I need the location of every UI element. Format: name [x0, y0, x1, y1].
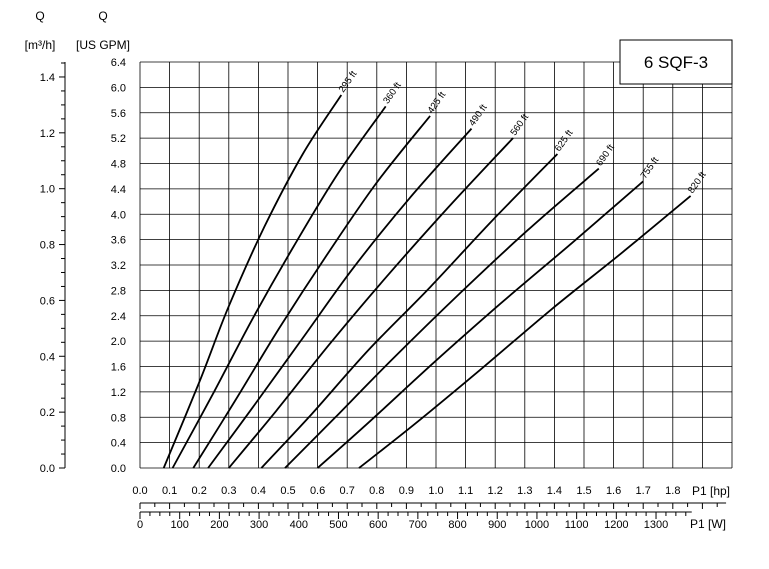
x-secondary-tick-label: 600 [369, 519, 387, 531]
x-secondary-axis-title: P1 [W] [690, 517, 726, 531]
y-primary-tick-label: 1.6 [111, 362, 126, 374]
x-secondary-tick-label: 500 [329, 519, 347, 531]
x-primary-tick-label: 0.0 [132, 485, 147, 497]
y-primary-tick-label: 0.4 [111, 438, 126, 450]
x-primary-tick-label: 1.7 [636, 485, 651, 497]
curve-label: 490 ft [467, 102, 490, 128]
y-primary-tick-label: 2.0 [111, 336, 126, 348]
curve-line [284, 167, 600, 469]
x-secondary-tick-label: 1200 [604, 519, 628, 531]
x-secondary-tick-label: 800 [448, 519, 466, 531]
curve-label: 425 ft [426, 90, 449, 116]
x-primary-tick-label: 0.2 [192, 485, 207, 497]
y-primary-axis-title-q: Q [98, 9, 107, 23]
y-primary-tick-label: 3.6 [111, 235, 126, 247]
curve-line [162, 94, 343, 469]
x-secondary-tick-label: 700 [409, 519, 427, 531]
curve-label: 820 ft [686, 170, 709, 196]
y-primary-tick-label: 2.4 [111, 311, 126, 323]
y-secondary-tick-label: 0.0 [40, 463, 55, 475]
x-primary-tick-label: 1.8 [665, 485, 680, 497]
x-primary-tick-label: 0.5 [280, 485, 295, 497]
curve-label: 625 ft [553, 128, 576, 154]
x-primary-tick-label: 0.7 [340, 485, 355, 497]
y-primary-tick-label: 2.8 [111, 285, 126, 297]
curve-line [317, 180, 644, 469]
chart-title: 6 SQF-3 [644, 53, 708, 72]
x-primary-tick-label: 1.0 [428, 485, 443, 497]
y-primary-tick-label: 5.6 [111, 108, 126, 120]
axes: 0.0 0.4 0.8 1.2 1.6 2.0 2.4 2.8 3.2 3.6 4.0 4.4 4.8 5… [40, 57, 727, 531]
y-secondary-tick-label: 1.0 [40, 184, 55, 196]
x-primary-tick-label: 1.2 [488, 485, 503, 497]
y-primary-tick-label: 3.2 [111, 260, 126, 272]
x-secondary-tick-label: 200 [210, 519, 228, 531]
x-primary-tick-label: 1.6 [606, 485, 621, 497]
y-primary-tick-label: 1.2 [111, 387, 126, 399]
y-primary-tick-label: 6.0 [111, 82, 126, 94]
x-primary-tick-label: 1.1 [458, 485, 473, 497]
curve-line [207, 128, 473, 469]
y-secondary-tick-label: 1.2 [40, 128, 55, 140]
x-primary-tick-label: 0.4 [251, 485, 266, 497]
x-secondary-tick-label: 100 [171, 519, 189, 531]
x-primary-tick-label: 1.3 [517, 485, 532, 497]
x-primary-tick-label: 0.6 [310, 485, 325, 497]
curve-line [228, 137, 514, 469]
x-primary-tick-label: 1.4 [547, 485, 562, 497]
title-box: 6 SQF-3 [619, 39, 733, 85]
x-secondary-tick-label: 300 [250, 519, 268, 531]
curve-label: 560 ft [508, 112, 531, 138]
y-primary-tick-label: 4.8 [111, 159, 126, 171]
y-secondary-tick-label: 1.4 [40, 72, 55, 84]
x-primary-tick-label: 0.3 [221, 485, 236, 497]
x-secondary-tick-label: 1100 [565, 519, 589, 531]
curve-label: 295 ft [337, 69, 360, 95]
y-secondary-axis-title-unit: [m³/h] [25, 38, 56, 52]
curve-line [358, 195, 692, 469]
y-primary-tick-label: 0.0 [111, 463, 126, 475]
x-primary-axis-title: P1 [hp] [692, 484, 730, 498]
x-primary-tick-label: 0.1 [162, 485, 177, 497]
y-secondary-tick-label: 0.4 [40, 351, 55, 363]
curve-label: 755 ft [639, 155, 662, 181]
y-primary-tick-label: 4.0 [111, 209, 126, 221]
y-primary-tick-label: 4.4 [111, 184, 126, 196]
curve-line [192, 115, 431, 469]
y-primary-tick-label: 0.8 [111, 412, 126, 424]
x-secondary-tick-label: 900 [488, 519, 506, 531]
curve-line [260, 153, 559, 469]
y-primary-tick-label: 5.2 [111, 133, 126, 145]
y-secondary-tick-label: 0.2 [40, 407, 55, 419]
y-primary-tick-label: 6.4 [111, 57, 126, 69]
curve-line [171, 105, 387, 469]
y-secondary-tick-label: 0.8 [40, 240, 55, 252]
x-secondary-tick-label: 1000 [525, 519, 549, 531]
curve-label: 360 ft [381, 80, 404, 106]
y-secondary-axis-title-q: Q [35, 9, 44, 23]
x-secondary-tick-label: 1300 [644, 519, 668, 531]
y-primary-axis-title-unit: [US GPM] [76, 38, 130, 52]
x-secondary-tick-label: 0 [137, 519, 143, 531]
x-primary-tick-label: 0.8 [369, 485, 384, 497]
x-primary-tick-label: 1.5 [576, 485, 591, 497]
x-primary-tick-label: 0.9 [399, 485, 414, 497]
y-secondary-tick-label: 0.6 [40, 295, 55, 307]
x-secondary-tick-label: 400 [290, 519, 308, 531]
